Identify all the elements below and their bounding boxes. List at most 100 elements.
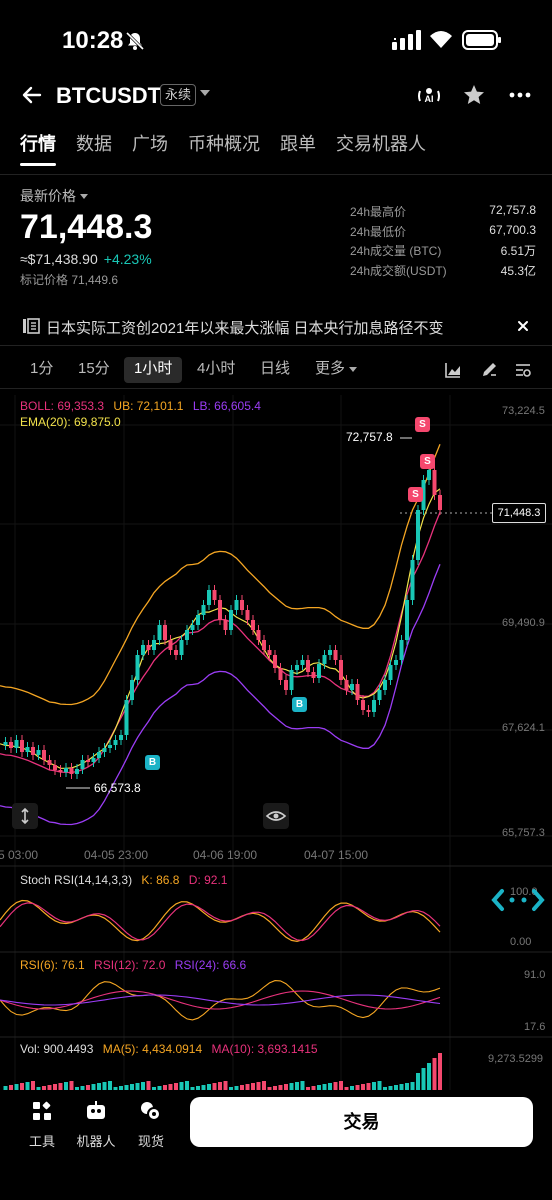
candle-body [317,664,321,678]
volume-bar [267,1087,272,1090]
chart-type-icon[interactable] [444,361,462,379]
volume-bar [80,1086,85,1090]
volume-bar [229,1087,233,1090]
candle-body [245,610,250,620]
candle-body [42,750,46,760]
fullscreen-icon[interactable] [12,803,38,829]
candle-body [218,600,222,620]
candle-body [124,700,129,735]
candle-body [416,510,420,560]
symbol-title[interactable]: BTCUSDT [56,83,162,108]
tab-square[interactable]: 广场 [132,134,168,154]
volume-bar [432,1058,437,1090]
lb-value: LB: 66,605.4 [192,399,261,413]
last-price-dropdown-icon[interactable] [80,194,88,200]
indicator-settings-icon[interactable] [514,361,532,379]
volume-bar [300,1081,305,1090]
buy-signal-badge[interactable]: B [145,755,160,770]
tab-trading-bot[interactable]: 交易机器人 [336,134,426,154]
trade-button[interactable]: 交易 [190,1097,533,1147]
candle-body [9,742,13,748]
current-price-tag[interactable]: 71,448.3 [492,503,546,523]
spot-coin-icon [141,1102,161,1121]
candle-body [410,560,415,600]
tab-coin-overview[interactable]: 币种概况 [188,134,260,154]
buy-signal-badge[interactable]: B [292,697,307,712]
bot-button[interactable]: 机器人 [76,1100,116,1150]
news-bar[interactable]: 日本实际工资创2021年以来最大涨幅 日本央行加息路径不变 [0,314,552,338]
volume-bar [306,1087,310,1090]
favorite-star-icon[interactable] [462,83,486,107]
sell-signal-badge[interactable]: S [415,417,430,432]
candle-body [69,768,74,774]
volume-bar [289,1083,294,1090]
price-chart[interactable] [0,392,552,1092]
status-time: 10:28 [62,27,124,54]
candle-body [179,640,184,655]
volume-bar [135,1083,140,1090]
more-icon[interactable] [508,83,532,107]
interval-4h[interactable]: 4小时 [197,360,236,377]
volume-bar [218,1082,222,1090]
volume-bar [311,1086,316,1090]
tools-button[interactable]: 工具 [22,1100,62,1150]
spot-button[interactable]: 现货 [131,1100,171,1150]
news-headline[interactable]: 日本实际工资创2021年以来最大涨幅 日本央行加息路径不变 [46,320,444,337]
volume-bar [333,1082,338,1090]
stat-row: 24h最高价 72,757.8 [350,203,536,223]
candle-body [262,640,266,650]
candle-body [212,590,217,600]
volume-bar [163,1085,167,1090]
eye-icon[interactable] [263,803,289,829]
candle-body [163,625,167,640]
ema-line [0,488,441,769]
tab-copy-trading[interactable]: 跟单 [280,134,316,154]
time-axis-label: 04-05 23:00 [84,848,149,862]
volume-bar [196,1086,200,1090]
interval-15m[interactable]: 15分 [78,360,110,377]
candle-body [438,495,442,510]
close-icon[interactable] [516,319,530,333]
last-price-label[interactable]: 最新价格 [20,188,76,204]
ema-legend: EMA(20): 69,875.0 [20,415,121,429]
volume-bar [328,1083,332,1090]
volume-bar [179,1082,184,1090]
volume-bar [273,1086,277,1090]
interval-1d[interactable]: 日线 [260,360,291,377]
rsi24-line [0,994,441,1006]
sell-signal-badge[interactable]: S [408,487,423,502]
candle-body [58,770,63,772]
candle-body [25,747,30,752]
volume-bar [256,1082,261,1090]
ema-value: EMA(20): 69,875.0 [20,415,121,429]
interval-more[interactable]: 更多 [315,357,358,383]
symbol-dropdown-icon[interactable] [200,90,210,96]
price-axis-label: 69,490.9 [502,617,545,629]
volume-bar [130,1084,134,1090]
candle-body [366,710,371,712]
rsi-axis-label: 91.0 [524,969,546,981]
ai-icon[interactable]: AI [416,83,442,109]
candle-body [75,769,79,774]
more-dropdown-icon [349,366,358,372]
volume-bar [295,1082,299,1090]
interval-1h[interactable]: 1小时 [124,357,183,383]
stoch-rsi-label: Stoch RSI(14,14,3,3) [20,873,133,887]
top-nav: BTCUSDT 永续 AI [0,75,552,115]
interval-1m[interactable]: 1分 [30,360,54,377]
volume-bar [64,1082,68,1090]
sell-signal-badge[interactable]: S [420,454,435,469]
draw-tool-icon[interactable] [480,361,498,379]
price-axis-label: 67,624.1 [502,722,545,734]
volume-bar [42,1086,46,1090]
candle-body [333,650,338,660]
tab-market[interactable]: 行情 [20,130,56,166]
candle-body [372,700,376,712]
volume-bar [399,1084,404,1090]
back-arrow-icon[interactable] [20,83,44,107]
candle-body [141,645,145,655]
tab-data[interactable]: 数据 [76,134,112,154]
indicator-widget-icon[interactable] [490,885,546,915]
candle-body [234,600,239,610]
time-axis-label: 04-06 19:00 [193,848,258,862]
